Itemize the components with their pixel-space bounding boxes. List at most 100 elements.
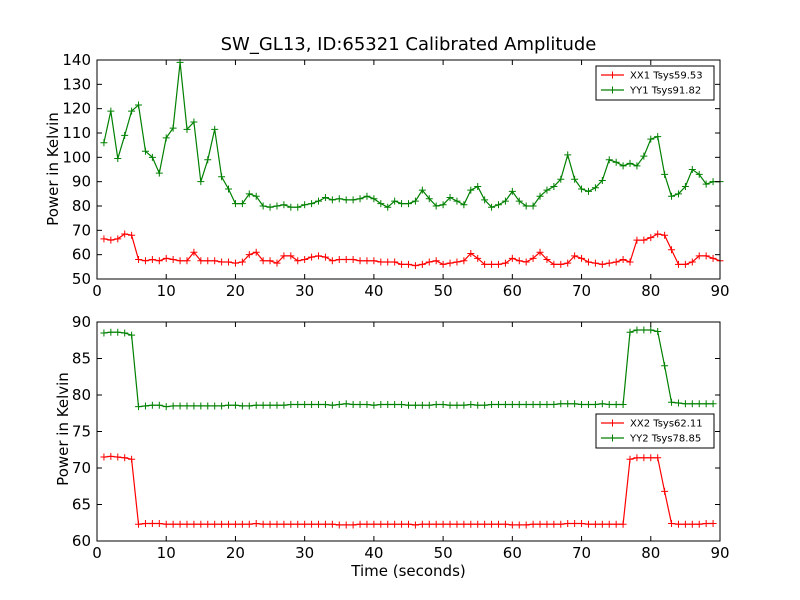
top-panel: 0 10 20 30 40 50 60 70 80 90 50 60 70 80 90 100 110 120 13… <box>62 51 729 300</box>
chart-title: SW_GL13, ID:65321 Calibrated Amplitude <box>220 34 597 55</box>
data-point <box>439 520 447 528</box>
data-point <box>411 401 419 409</box>
data-point <box>647 135 655 143</box>
data-point <box>633 326 641 334</box>
data-point <box>211 402 219 410</box>
data-point <box>584 187 592 195</box>
data-point <box>501 259 509 267</box>
data-point <box>245 402 253 410</box>
data-point <box>335 195 343 203</box>
data-point <box>231 520 239 528</box>
data-point <box>370 520 378 528</box>
data-point <box>204 257 212 265</box>
data-point <box>460 520 468 528</box>
x-axis-label: Time (seconds) <box>351 562 466 580</box>
data-point <box>605 259 613 267</box>
data-point <box>668 398 676 406</box>
data-point <box>231 401 239 409</box>
data-point <box>668 246 676 254</box>
data-point <box>591 400 599 408</box>
data-point <box>522 521 530 529</box>
data-point <box>225 258 233 266</box>
data-point <box>315 520 323 528</box>
data-point <box>619 400 627 408</box>
data-point <box>564 151 572 159</box>
data-point <box>155 519 163 527</box>
data-point <box>654 230 662 238</box>
data-point <box>681 400 689 408</box>
data-point <box>294 400 302 408</box>
x-tick-label: 20 <box>226 282 245 300</box>
x-tick-label: 90 <box>710 544 729 562</box>
data-point <box>522 258 530 266</box>
data-point <box>474 401 482 409</box>
data-point <box>654 327 662 335</box>
data-point <box>619 162 627 170</box>
data-point <box>425 520 433 528</box>
data-point <box>418 186 426 194</box>
data-point <box>183 402 191 410</box>
data-point <box>674 260 682 268</box>
data-point <box>508 521 516 529</box>
data-point <box>328 196 336 204</box>
data-point <box>591 259 599 267</box>
data-point <box>411 197 419 205</box>
data-point <box>169 520 177 528</box>
data-point <box>315 400 323 408</box>
data-point <box>460 201 468 209</box>
data-point <box>273 259 281 267</box>
data-point <box>135 520 143 528</box>
data-point <box>668 192 676 200</box>
data-point <box>204 156 212 164</box>
data-point <box>252 519 260 527</box>
series-line-2 <box>103 329 714 408</box>
data-point <box>190 520 198 528</box>
y-tick-label: 80 <box>72 197 91 215</box>
data-point <box>176 257 184 265</box>
data-point <box>308 520 316 528</box>
data-point <box>377 258 385 266</box>
data-point <box>308 400 316 408</box>
data-point <box>654 133 662 141</box>
data-point <box>245 520 253 528</box>
data-point <box>280 201 288 209</box>
data-point <box>349 256 357 264</box>
data-point <box>342 196 350 204</box>
data-point <box>162 520 170 528</box>
data-point <box>294 203 302 211</box>
data-point <box>398 520 406 528</box>
x-tick-label: 0 <box>92 544 102 562</box>
data-point <box>591 520 599 528</box>
data-point <box>543 256 551 264</box>
data-point <box>405 200 412 208</box>
y-tick-label: 65 <box>72 496 91 514</box>
data-point <box>668 519 676 527</box>
data-point <box>578 185 586 193</box>
data-point <box>335 400 343 408</box>
data-point <box>515 400 523 408</box>
data-point <box>211 125 219 133</box>
data-point <box>647 326 655 334</box>
data-point <box>605 156 613 164</box>
data-point <box>571 400 579 408</box>
data-point <box>100 139 108 147</box>
data-point <box>564 400 572 408</box>
data-point <box>321 520 329 528</box>
data-point <box>238 402 246 410</box>
data-point <box>197 178 205 186</box>
data-point <box>225 185 233 193</box>
data-point <box>460 401 468 409</box>
data-point <box>411 262 419 270</box>
y-tick-label: 50 <box>72 270 91 288</box>
data-point <box>494 260 502 268</box>
data-point <box>640 236 648 244</box>
data-point <box>245 190 253 198</box>
x-tick-label: 90 <box>710 282 729 300</box>
data-point <box>508 254 516 262</box>
data-point <box>238 258 246 266</box>
data-point <box>405 260 412 268</box>
data-point <box>661 231 669 239</box>
data-point <box>432 520 440 528</box>
data-point <box>681 520 689 528</box>
x-tick-label: 50 <box>434 282 453 300</box>
